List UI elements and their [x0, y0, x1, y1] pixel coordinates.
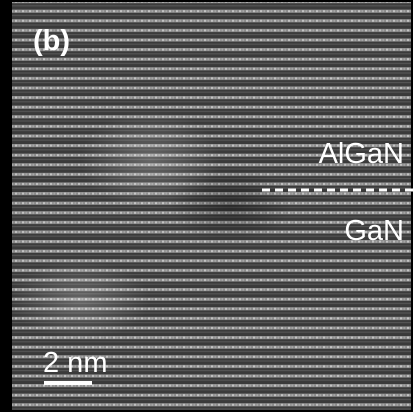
- panel-label: (b): [33, 25, 70, 57]
- contrast-bright: [10, 260, 150, 340]
- tem-image: (b) AlGaN GaN 2 nm: [0, 0, 413, 412]
- scale-bar: [44, 381, 92, 385]
- contrast-dark: [170, 165, 290, 245]
- layer-label: GaN: [344, 215, 404, 247]
- layer-label: AlGaN: [319, 138, 404, 170]
- page: (b) AlGaN GaN 2 nm (() => { const data =…: [0, 0, 413, 412]
- scale-bar-label: 2 nm: [43, 347, 107, 379]
